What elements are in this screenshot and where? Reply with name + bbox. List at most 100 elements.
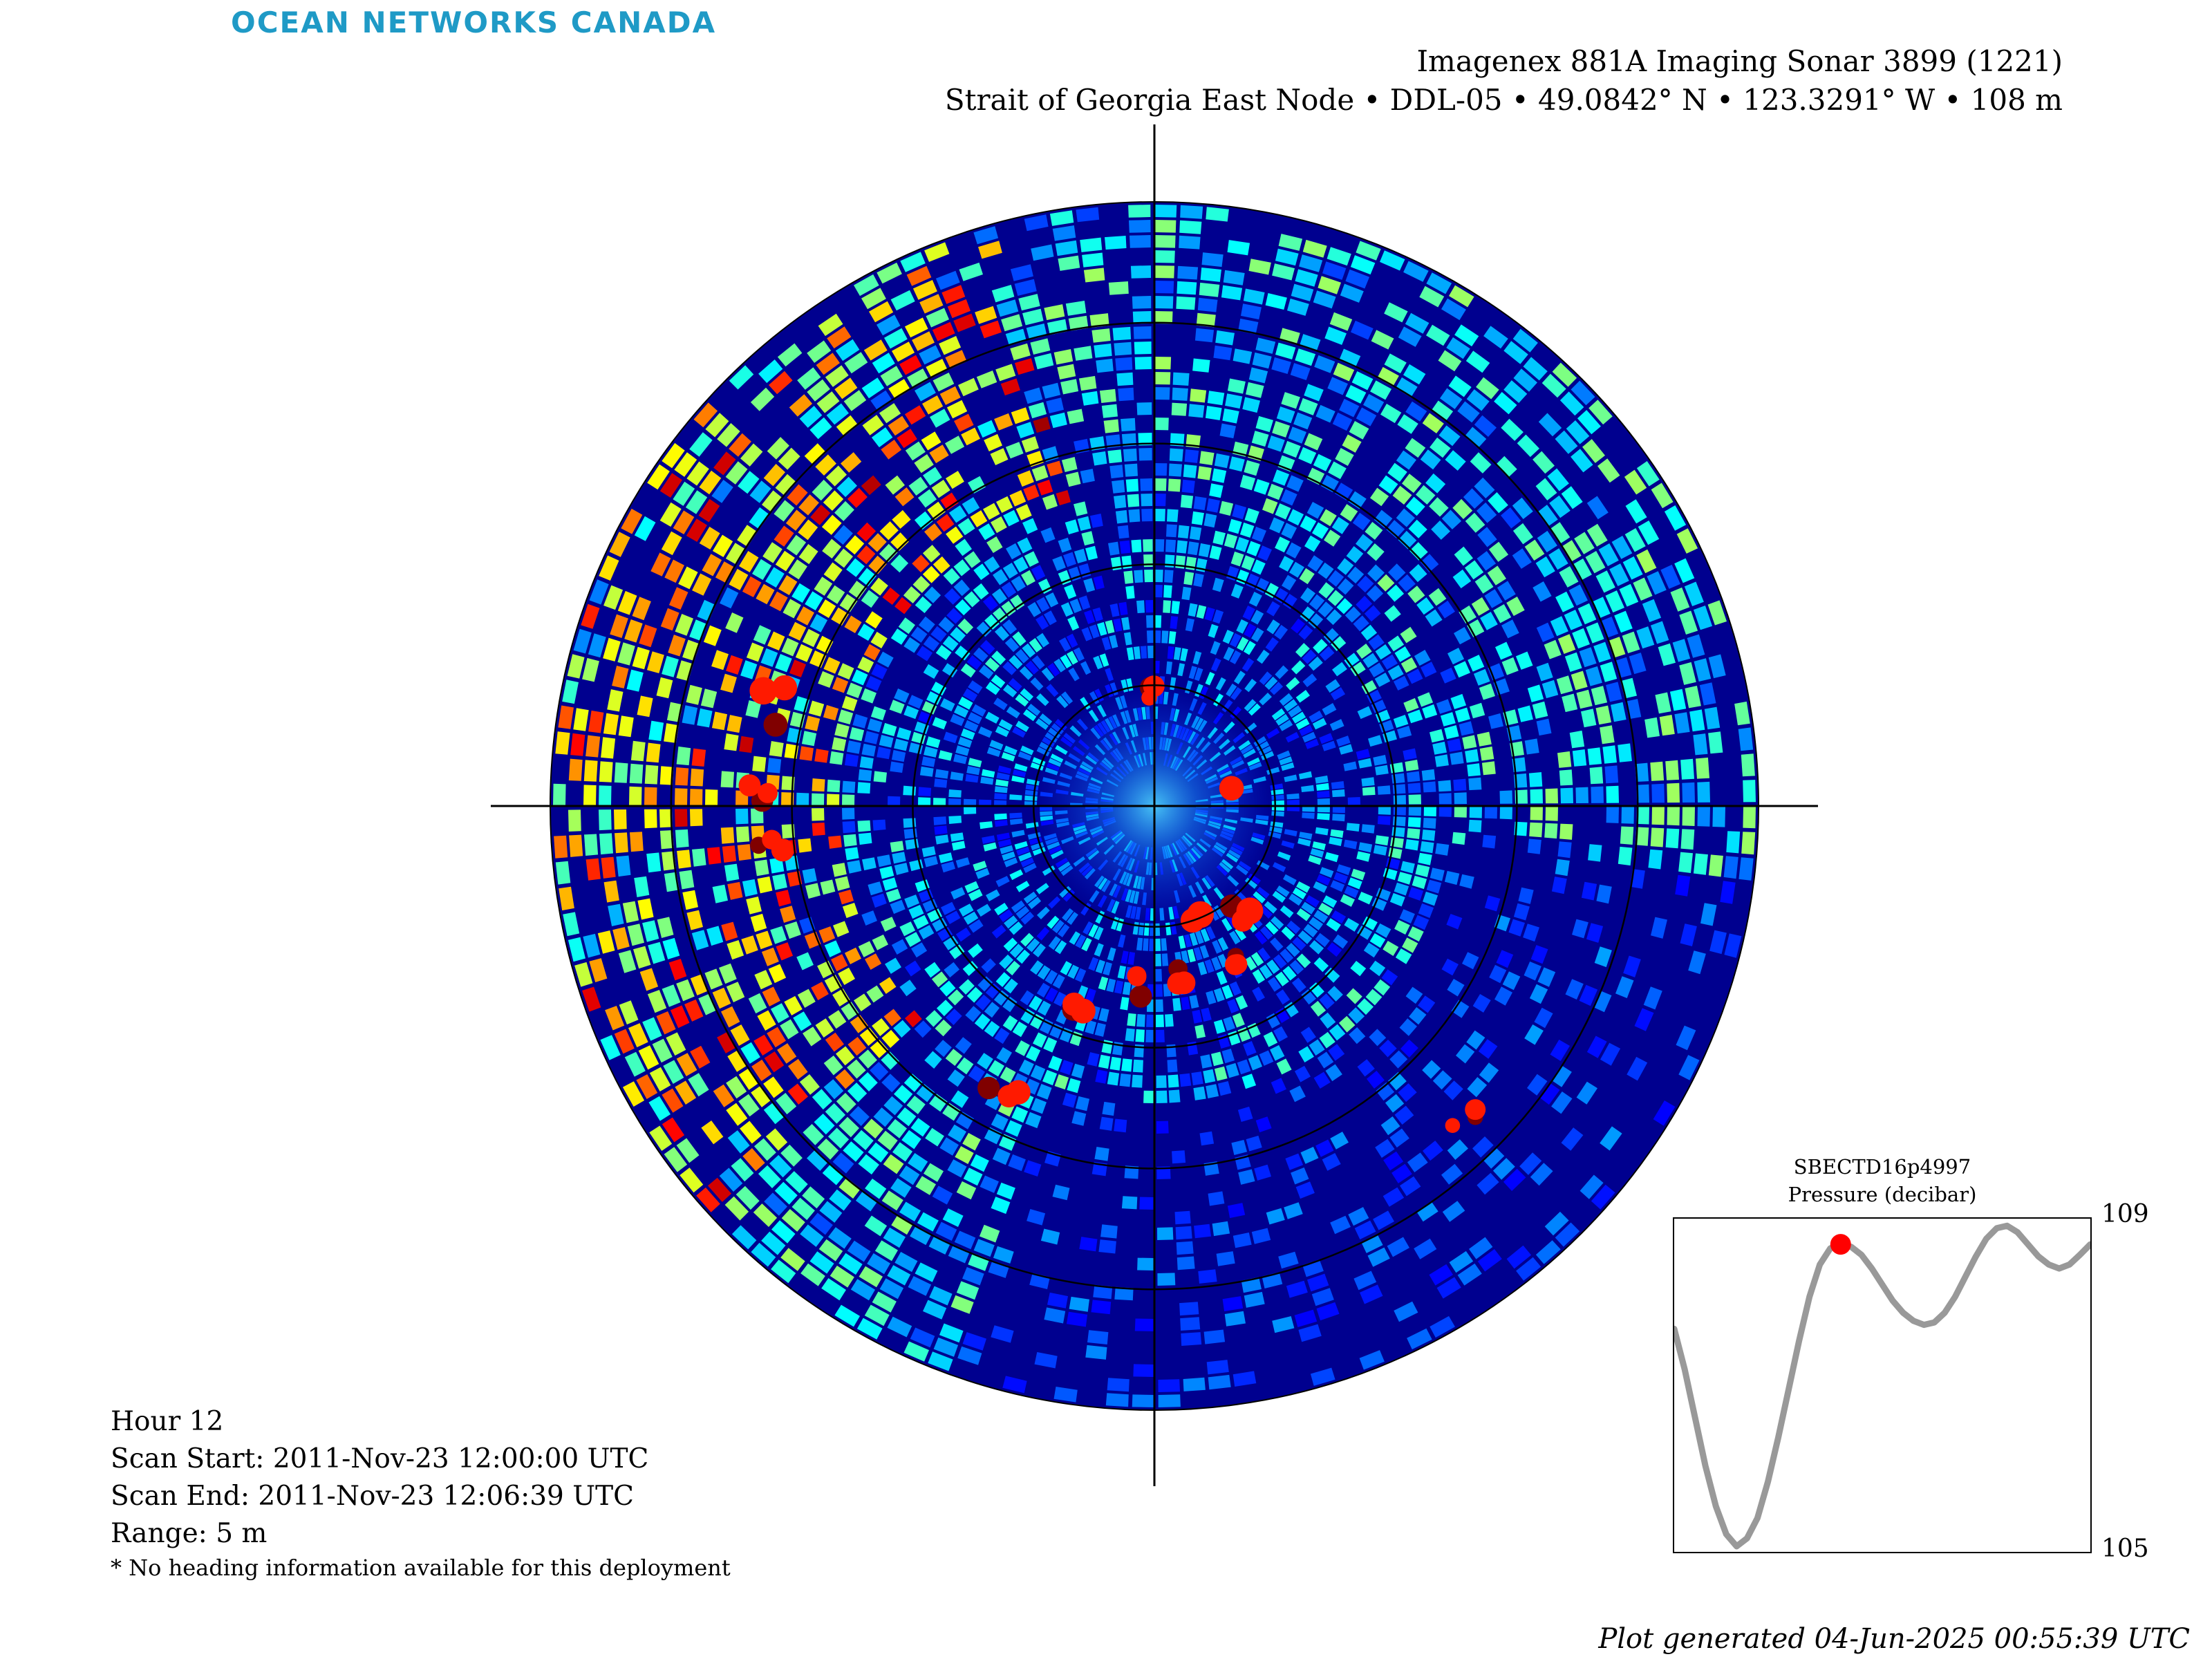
sonar-cell [1318, 276, 1341, 294]
sonar-cell [1495, 641, 1512, 660]
sonar-cell [1067, 650, 1078, 665]
sonar-cell [1154, 357, 1172, 370]
sonar-cell [1387, 462, 1407, 482]
sonar-cell [1173, 647, 1181, 660]
sonar-cell [1499, 806, 1512, 820]
sonar-cell [1474, 574, 1494, 594]
sonar-cell [1181, 479, 1195, 494]
sonar-cell [1179, 220, 1202, 234]
sonar-cell [1586, 622, 1604, 644]
sonar-cell [725, 543, 746, 565]
sonar-cell [1246, 573, 1259, 589]
sonar-cell [1011, 576, 1026, 592]
sonar-cell [930, 409, 950, 428]
sonar-cell [1020, 990, 1034, 1006]
sonar-cell [616, 855, 631, 877]
sonar-cell [924, 586, 941, 603]
sonar-cell [1067, 964, 1079, 980]
sonar-cell [1168, 1089, 1181, 1103]
sonar-cell [1474, 415, 1497, 437]
sonar-cell [894, 863, 909, 875]
sonar-cell [1091, 328, 1111, 343]
sonar-cell [1067, 409, 1085, 424]
sonar-cell [1122, 982, 1132, 995]
sonar-cell [1707, 600, 1727, 626]
sonar-cell [583, 760, 598, 782]
sonar-cell [1041, 667, 1055, 682]
sonar-cell [872, 819, 886, 831]
sonar-cell [1134, 357, 1152, 370]
sonar-cell [881, 1029, 900, 1048]
sonar-cell [791, 1197, 815, 1220]
pressure-series-line [1671, 1222, 2094, 1550]
sonar-cell [787, 1083, 808, 1105]
sonar-cell [1143, 539, 1153, 552]
sonar-cell [1052, 974, 1065, 989]
sonar-cell [1154, 478, 1167, 491]
sonar-cell [1449, 285, 1474, 308]
sonar-cell [1259, 671, 1273, 685]
sonar-cell [720, 587, 739, 609]
sonar-cell [945, 1009, 962, 1025]
sonar-cell [1432, 1070, 1452, 1090]
sonar-cell [1211, 1051, 1224, 1067]
sonar-cell [1371, 897, 1387, 911]
sonar-cell [1515, 789, 1528, 804]
sonar-cell [865, 953, 882, 970]
sonar-cell [574, 962, 593, 987]
sonar-cell [1279, 693, 1293, 706]
sonar-cell [1137, 1257, 1154, 1271]
sonar-cell [1643, 986, 1662, 1010]
sonar-cell [1660, 564, 1680, 589]
sonar-cell [1398, 574, 1416, 592]
sonar-cell [801, 731, 817, 747]
sonar-cell [662, 442, 685, 469]
sonar-cell [818, 926, 836, 944]
sonar-cell [1333, 872, 1348, 884]
sonar-cell [939, 1323, 964, 1343]
sonar-cell [1088, 957, 1099, 971]
sonar-cell [1384, 605, 1401, 622]
sonar-cell [777, 1043, 797, 1064]
sonar-cell [1290, 363, 1311, 380]
sonar-cell [1002, 1015, 1018, 1031]
sonar-cell [1324, 529, 1341, 547]
sonar-cell [1052, 225, 1076, 241]
sonar-cell [914, 454, 934, 474]
sonar-cell [855, 1190, 878, 1212]
sonar-cell [1530, 945, 1548, 964]
sonar-cell [966, 986, 983, 1003]
sonar-cell [1037, 1000, 1051, 1016]
sonar-cell [1559, 391, 1584, 416]
sonar-cell [1015, 720, 1029, 732]
sonar-cell [1180, 648, 1188, 662]
sonar-cell [1506, 1245, 1532, 1269]
sonar-cell [1252, 986, 1265, 1002]
sonar-cell [1426, 324, 1450, 346]
sonar-cell [1183, 464, 1197, 478]
sonar-cell [601, 856, 616, 879]
sonar-cell [1099, 388, 1116, 403]
sonar-cell [1708, 854, 1723, 877]
sonar-cell [888, 379, 911, 400]
sonar-cell [1392, 485, 1412, 505]
sonar-cell [1276, 406, 1295, 424]
sonar-cell [1650, 621, 1669, 644]
sonar-cell [809, 417, 832, 440]
sonar-cell [1295, 269, 1318, 287]
sonar-cell [904, 317, 928, 338]
sonar-cell [1154, 630, 1161, 644]
sonar-cell [1003, 684, 1018, 697]
sonar-cell [931, 682, 947, 696]
sonar-cell [1356, 749, 1370, 760]
sonar-cell [836, 1093, 856, 1114]
sonar-cell [1470, 452, 1492, 474]
sonar-cell [1027, 601, 1042, 617]
sonar-cell [1255, 415, 1273, 433]
sonar-cell [677, 850, 691, 869]
sonar-cell [617, 642, 635, 666]
sonar-cell [818, 599, 836, 618]
strong-echo-patch [1236, 897, 1264, 925]
sonar-cell [1462, 952, 1479, 970]
sonar-cell [769, 1154, 792, 1178]
